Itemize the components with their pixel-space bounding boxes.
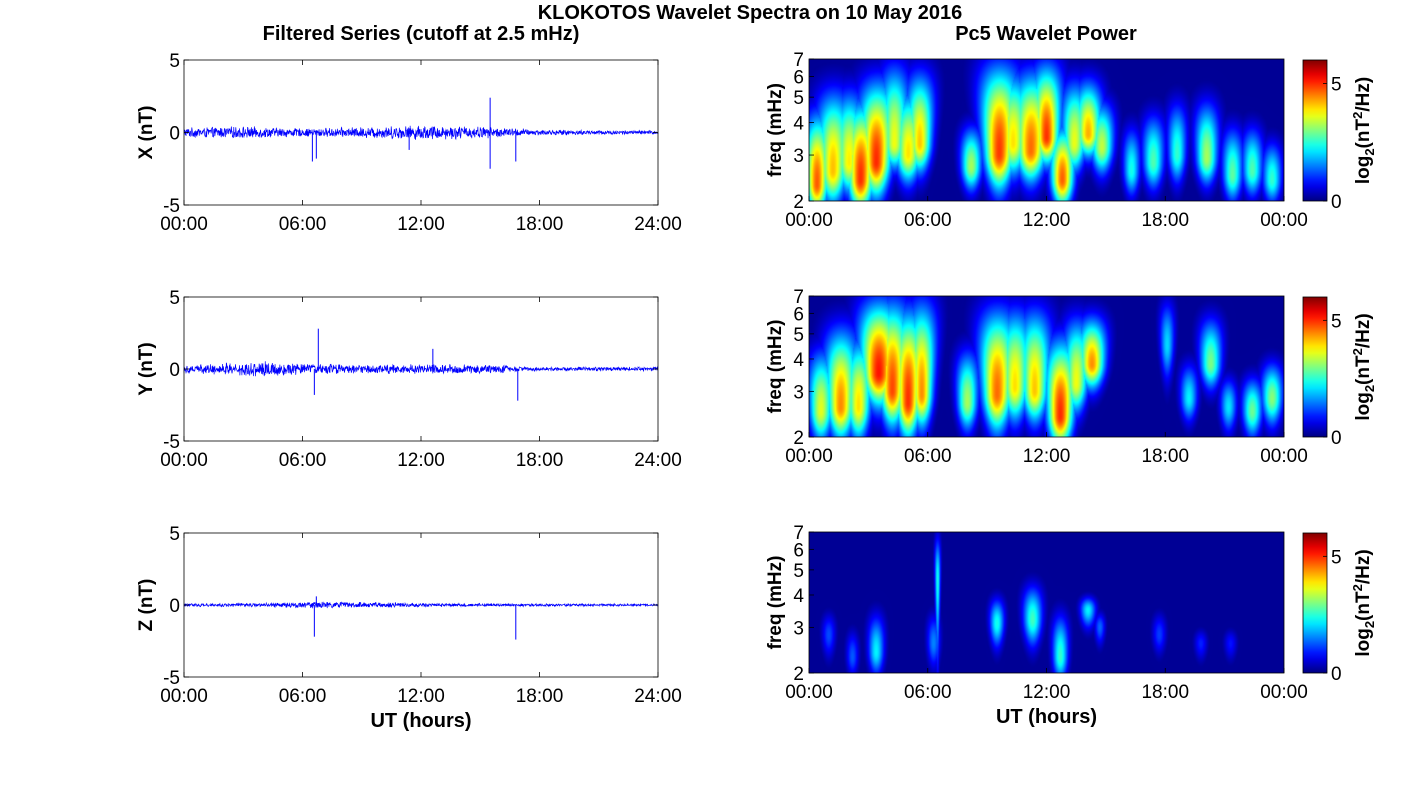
y-tick-label: 5	[169, 51, 180, 72]
figure-title: KLOKOTOS Wavelet Spectra on 10 May 2016	[538, 2, 963, 24]
y-axis-label: freq (mHz)	[765, 556, 786, 650]
x-tick-label: 06:00	[904, 682, 952, 703]
y-tick-label: 3	[793, 146, 804, 167]
x-tick-label: 06:00	[279, 686, 327, 707]
y-tick-label: 5	[793, 325, 804, 346]
x-tick-label: 18:00	[516, 214, 564, 235]
colorbar	[1302, 59, 1328, 202]
y-tick-label: 5	[793, 88, 804, 109]
x-tick-label: 24:00	[634, 450, 682, 471]
x-axis-label: UT (hours)	[996, 706, 1097, 728]
x-tick-label: 18:00	[516, 686, 564, 707]
wavelet-power-image	[809, 296, 1284, 437]
series-line	[183, 601, 659, 609]
timeseries-panel-3: 00:00 06:00 12:00 18:00 24:00 -5 0 5 Z (nT) UT (h…	[136, 524, 682, 732]
x-tick-label: 24:00	[634, 686, 682, 707]
x-tick-label: 00:00	[1260, 446, 1308, 467]
y-tick-label: 7	[793, 523, 804, 544]
x-tick-label: 12:00	[1023, 210, 1071, 231]
colorbar-label: log2(nT2/Hz)	[1350, 313, 1377, 420]
y-axis-label: Y (nT)	[136, 342, 157, 395]
wavelet-power-image	[809, 59, 1284, 201]
y-tick-label: 6	[793, 540, 804, 561]
colorbar-tick-label: 5	[1331, 547, 1342, 568]
wavelet-power-image	[809, 532, 1284, 673]
colorbar	[1302, 296, 1328, 438]
x-tick-label: 12:00	[397, 686, 445, 707]
x-tick-label: 00:00	[160, 450, 208, 471]
x-axis-label: UT (hours)	[370, 710, 471, 732]
x-tick-label: 00:00	[785, 446, 833, 467]
y-tick-label: -5	[163, 432, 180, 453]
x-tick-label: 24:00	[634, 214, 682, 235]
x-tick-label: 06:00	[904, 446, 952, 467]
colorbar	[1302, 532, 1328, 674]
y-tick-label: 5	[169, 288, 180, 309]
x-tick-label: 18:00	[516, 450, 564, 471]
series-line	[183, 125, 659, 141]
y-tick-label: 5	[169, 524, 180, 545]
x-tick-label: 12:00	[397, 214, 445, 235]
x-tick-label: 12:00	[397, 450, 445, 471]
x-tick-label: 00:00	[785, 210, 833, 231]
right-column-title: Pc5 Wavelet Power	[955, 23, 1137, 45]
left-column-title: Filtered Series (cutoff at 2.5 mHz)	[263, 23, 580, 45]
y-tick-label: 2	[793, 428, 804, 449]
x-tick-label: 06:00	[904, 210, 952, 231]
timeseries-panel-2: 00:00 06:00 12:00 18:00 24:00 -5 0 5 Y (nT)	[136, 288, 682, 471]
y-tick-label: -5	[163, 668, 180, 689]
y-tick-label: -5	[163, 196, 180, 217]
colorbar-tick-label: 5	[1331, 75, 1342, 96]
y-tick-label: 2	[793, 192, 804, 213]
colorbar-tick-label: 0	[1331, 428, 1342, 449]
y-axis-label: freq (mHz)	[765, 83, 786, 177]
y-tick-label: 7	[793, 287, 804, 308]
x-tick-label: 12:00	[1023, 682, 1071, 703]
colorbar-tick-label: 0	[1331, 664, 1342, 685]
x-tick-label: 00:00	[160, 686, 208, 707]
x-tick-label: 18:00	[1141, 446, 1189, 467]
x-tick-label: 06:00	[279, 450, 327, 471]
series-line	[183, 361, 659, 377]
y-tick-label: 3	[793, 382, 804, 403]
colorbar-label: log2(nT2/Hz)	[1350, 77, 1377, 184]
y-tick-label: 4	[793, 586, 804, 607]
colorbar-tick-label: 5	[1331, 311, 1342, 332]
y-tick-label: 0	[169, 124, 180, 145]
x-tick-label: 00:00	[160, 214, 208, 235]
x-tick-label: 00:00	[785, 682, 833, 703]
y-tick-label: 4	[793, 350, 804, 371]
y-tick-label: 0	[169, 596, 180, 617]
y-tick-label: 6	[793, 304, 804, 325]
y-axis-label: X (nT)	[136, 106, 157, 160]
y-tick-label: 6	[793, 67, 804, 88]
x-tick-label: 00:00	[1260, 210, 1308, 231]
colorbar-tick-label: 0	[1331, 192, 1342, 213]
x-tick-label: 18:00	[1141, 682, 1189, 703]
y-tick-label: 4	[793, 113, 804, 134]
y-tick-label: 3	[793, 618, 804, 639]
y-tick-label: 7	[793, 50, 804, 71]
y-tick-label: 0	[169, 360, 180, 381]
colorbar-label: log2(nT2/Hz)	[1350, 549, 1377, 656]
x-tick-label: 18:00	[1141, 210, 1189, 231]
y-tick-label: 2	[793, 664, 804, 685]
y-axis-label: freq (mHz)	[765, 320, 786, 414]
x-tick-label: 06:00	[279, 214, 327, 235]
y-tick-label: 5	[793, 561, 804, 582]
x-tick-label: 00:00	[1260, 682, 1308, 703]
timeseries-panel-1: 00:00 06:00 12:00 18:00 24:00 -5 0 5 X (nT)	[136, 51, 682, 235]
y-axis-label: Z (nT)	[136, 579, 157, 632]
x-tick-label: 12:00	[1023, 446, 1071, 467]
